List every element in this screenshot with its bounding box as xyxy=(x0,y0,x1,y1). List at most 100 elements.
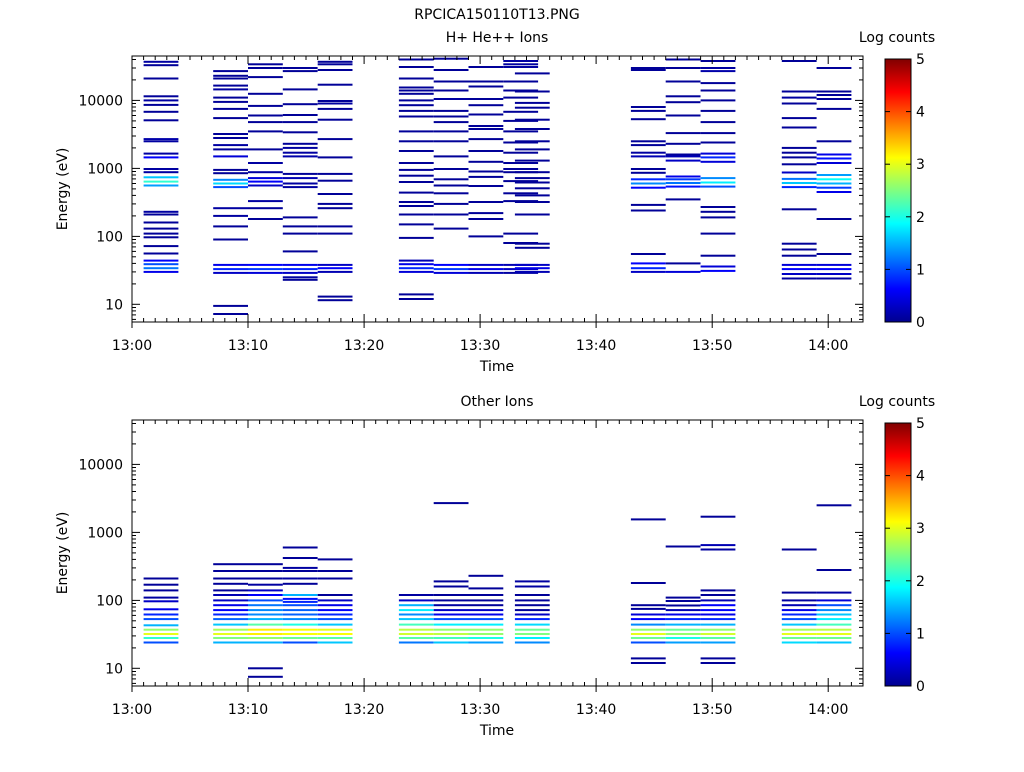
heatmap-cell xyxy=(317,172,353,175)
heatmap-cell xyxy=(503,168,539,170)
heatmap-cell xyxy=(213,137,248,139)
heatmap-cell xyxy=(398,205,434,207)
heatmap-cell xyxy=(700,604,736,607)
heatmap-cell xyxy=(248,271,283,274)
heatmap-cell xyxy=(248,263,283,266)
colorbar-ticks: 0 1 2 3 4 5 xyxy=(885,416,925,695)
heatmap-cell xyxy=(433,121,469,124)
heatmap-cell xyxy=(630,118,666,121)
heatmap-cell xyxy=(630,518,666,521)
heatmap-cell xyxy=(248,604,283,607)
colorbar-ticks: 0 1 2 3 4 5 xyxy=(885,52,925,331)
heatmap-cell xyxy=(433,604,469,607)
x-tick-label: 13:30 xyxy=(460,702,500,718)
heatmap-cell xyxy=(630,613,666,616)
heatmap-cell xyxy=(816,218,852,220)
heatmap-cell xyxy=(213,589,248,592)
heatmap-cell xyxy=(468,113,504,116)
heatmap-cell xyxy=(398,130,434,133)
heatmap-cell xyxy=(514,594,550,596)
colorbar: Log counts 0 1 2 3 4 5 xyxy=(859,30,935,331)
heatmap-cell xyxy=(143,119,179,122)
heatmap-cell xyxy=(317,558,353,561)
heatmap-cell xyxy=(433,98,469,100)
heatmap-cell xyxy=(781,254,817,257)
heatmap-cell xyxy=(433,594,469,596)
heatmap-cell xyxy=(317,225,353,228)
heatmap-cell xyxy=(282,641,318,644)
heatmap-cell xyxy=(213,613,248,616)
heatmap-cell xyxy=(468,609,504,612)
heatmap-cell xyxy=(317,633,353,635)
heatmap-cell xyxy=(398,618,434,621)
heatmap-cell xyxy=(143,140,179,143)
heatmap-cell xyxy=(630,582,666,584)
heatmap-cell xyxy=(514,246,550,249)
heatmap-cell xyxy=(282,600,318,603)
heatmap-cell xyxy=(282,70,318,73)
heatmap-cell xyxy=(143,184,179,187)
heatmap-cell xyxy=(700,152,736,155)
heatmap-cell xyxy=(468,268,504,271)
heatmap-cell xyxy=(143,232,179,235)
x-tick-label: 13:10 xyxy=(228,338,268,354)
heatmap-cell xyxy=(282,594,318,596)
heatmap-cell xyxy=(665,155,701,158)
heatmap-cell xyxy=(282,268,318,271)
heatmap-cell xyxy=(468,633,504,635)
heatmap-cell xyxy=(630,262,666,265)
heatmap-cell xyxy=(317,609,353,612)
heatmap-cell xyxy=(143,210,179,213)
heatmap-cell xyxy=(213,313,248,315)
heatmap-cell xyxy=(248,594,283,596)
heatmap-cell xyxy=(700,70,736,73)
heatmap-cell xyxy=(514,267,550,270)
heatmap-cell xyxy=(143,64,179,67)
heatmap-cell xyxy=(630,151,666,154)
heatmap-cell xyxy=(468,185,504,187)
heatmap-cell xyxy=(398,270,434,273)
heatmap-cell xyxy=(143,596,179,599)
colorbar-tick-label: 1 xyxy=(916,626,925,642)
heatmap-cell xyxy=(143,577,179,580)
heatmap-cell xyxy=(317,202,353,205)
plot-frame xyxy=(131,55,864,323)
heatmap-cell xyxy=(213,594,248,596)
heatmap-cell xyxy=(700,156,736,159)
plot-frame xyxy=(131,419,864,687)
heatmap-cell xyxy=(317,156,353,159)
heatmap-cell xyxy=(514,90,550,93)
heatmap-cell xyxy=(433,641,469,644)
heatmap-cell xyxy=(143,263,179,266)
heatmap-cell xyxy=(781,60,817,62)
heatmap-cell xyxy=(213,84,248,87)
heatmap-cell xyxy=(468,587,504,590)
heatmap-cell xyxy=(433,213,469,216)
heatmap-cell xyxy=(700,633,736,635)
heatmap-cell xyxy=(248,618,283,621)
heatmap-cell xyxy=(468,599,504,602)
heatmap-cell xyxy=(282,225,318,228)
heatmap-cell xyxy=(665,153,701,156)
heatmap-cell xyxy=(317,263,353,266)
heatmap-cell xyxy=(213,186,248,189)
heatmap-cell xyxy=(282,613,318,616)
heatmap-cell xyxy=(630,155,666,158)
heatmap-cell xyxy=(398,181,434,183)
x-tick-label: 13:40 xyxy=(576,338,616,354)
heatmap-cell xyxy=(665,604,701,607)
heatmap-cell xyxy=(630,182,666,185)
heatmap-cell xyxy=(213,599,248,602)
heatmap-cell xyxy=(282,278,318,281)
heatmap-cell xyxy=(816,94,852,96)
heatmap-cell xyxy=(468,85,504,88)
x-tick-label: 14:00 xyxy=(808,338,848,354)
heatmap-cell xyxy=(398,633,434,635)
heatmap-cell xyxy=(248,637,283,639)
heatmap-cell xyxy=(503,66,539,68)
y-tick-label: 10000 xyxy=(78,457,123,473)
heatmap-cell xyxy=(514,613,550,616)
x-tick-label: 13:10 xyxy=(228,702,268,718)
heatmap-cell xyxy=(143,180,179,183)
heatmap-cell xyxy=(468,235,504,238)
